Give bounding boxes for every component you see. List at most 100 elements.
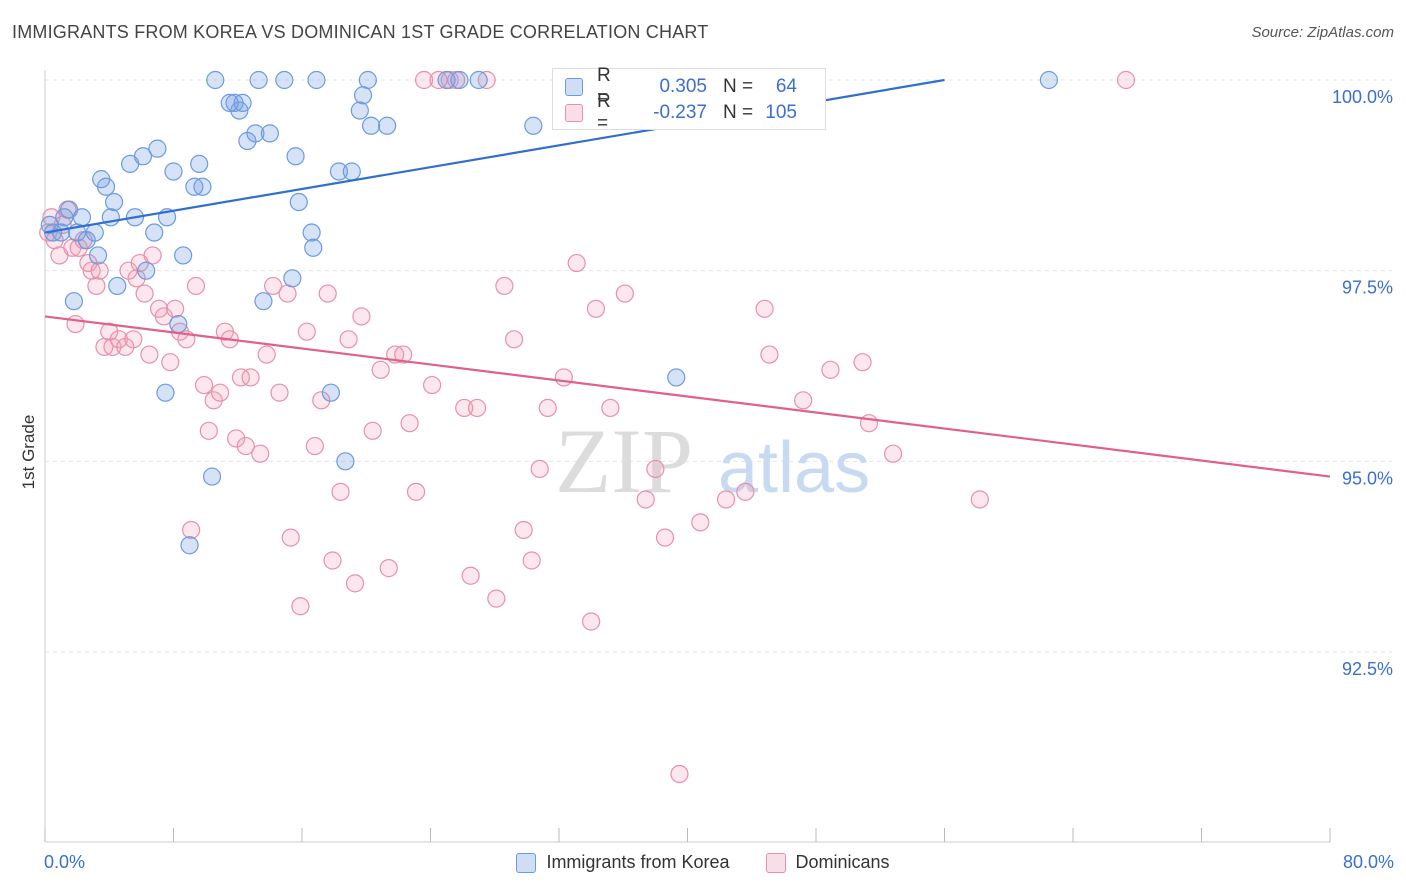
- dominican-point: [281, 528, 300, 547]
- dominican-point: [1116, 70, 1136, 90]
- watermark: ZIP atlas: [555, 410, 870, 512]
- korea-point: [254, 292, 273, 311]
- dominican-point: [182, 520, 201, 540]
- dominican-n-label: N =: [723, 102, 754, 123]
- dominican-point: [646, 459, 665, 479]
- korea-point: [51, 223, 71, 242]
- korea-point: [275, 70, 294, 90]
- korea-n-value: 64: [775, 76, 797, 97]
- y-axis-label: 1st Grade: [19, 415, 38, 490]
- korea-point: [1039, 70, 1059, 90]
- legend-item-dominicans[interactable]: Dominicans: [765, 852, 890, 873]
- dominican-point: [291, 597, 310, 616]
- korea-point: [289, 192, 308, 212]
- korea-point: [88, 246, 108, 265]
- dominican-point: [241, 368, 260, 387]
- dominican-n-value: 105: [765, 102, 797, 123]
- dominican-point: [186, 276, 206, 296]
- dominican-point: [263, 276, 283, 296]
- bottom-legend: Immigrants from Korea Dominicans: [0, 852, 1406, 873]
- dominican-point: [495, 276, 514, 296]
- korea-point: [307, 70, 326, 90]
- dominican-point: [586, 299, 606, 318]
- dominican-r-label: R =: [597, 91, 611, 134]
- korea-n-label: N =: [723, 76, 754, 97]
- dominican-point: [406, 482, 426, 501]
- dominican-point: [166, 299, 185, 318]
- dominican-point: [363, 421, 382, 440]
- korea-point: [85, 223, 104, 242]
- dominican-point: [821, 360, 840, 379]
- dominican-point: [461, 566, 480, 585]
- korea-point: [148, 139, 167, 158]
- dominican-point: [278, 284, 297, 303]
- dominican-point: [352, 307, 371, 326]
- dominican-point: [567, 253, 586, 273]
- dominican-point: [487, 589, 506, 608]
- dominican-point: [530, 459, 549, 479]
- dominican-point: [538, 398, 557, 418]
- dominican-point: [414, 70, 434, 90]
- korea-point: [437, 70, 456, 90]
- dominican-point: [236, 436, 255, 456]
- legend-dominicans-swatch-icon: [765, 852, 786, 873]
- korea-point: [193, 177, 212, 196]
- dominican-point: [210, 383, 230, 402]
- chart-title: IMMIGRANTS FROM KOREA VS DOMINICAN 1ST G…: [12, 22, 709, 42]
- korea-point: [202, 467, 222, 486]
- dominican-point: [161, 353, 180, 372]
- dominican-point: [199, 421, 218, 440]
- dominican-point: [318, 284, 337, 303]
- stats-legend-box: R = 0.305 N = 64 R = -0.237 N = 105: [552, 65, 826, 134]
- korea-point: [249, 70, 268, 90]
- axis-layer: 92.5% 95.0% 97.5% 100.0%: [44, 70, 1393, 843]
- dominican-point: [883, 444, 903, 463]
- y-tick-label: 92.5%: [1342, 659, 1393, 679]
- korea-point: [283, 269, 302, 288]
- korea-point: [321, 383, 341, 402]
- dominican-point: [467, 398, 487, 418]
- korea-point: [206, 70, 225, 90]
- source-label: Source: ZipAtlas.com: [1251, 24, 1394, 41]
- dominican-swatch-icon: [565, 104, 583, 122]
- korea-point: [164, 162, 183, 181]
- dominican-point: [312, 391, 331, 410]
- dominican-point: [400, 414, 419, 433]
- y-tick-label: 97.5%: [1342, 278, 1393, 298]
- dominican-point: [601, 398, 620, 418]
- korea-point: [667, 368, 686, 387]
- dominican-point: [339, 330, 358, 349]
- korea-point: [246, 124, 265, 143]
- dominican-point: [345, 574, 365, 593]
- korea-point: [336, 452, 355, 471]
- x-axis-max-label: 80.0%: [1342, 852, 1394, 872]
- korea-r-label: R =: [597, 65, 611, 108]
- dominican-point: [394, 345, 413, 364]
- legend-item-korea[interactable]: Immigrants from Korea: [516, 852, 730, 873]
- dominican-point: [251, 444, 270, 463]
- dominican-point: [522, 551, 541, 570]
- korea-swatch-icon: [565, 78, 583, 96]
- korea-point: [361, 116, 381, 135]
- korea-point: [302, 223, 321, 242]
- x-axis-min-label: 0.0%: [44, 852, 86, 872]
- dominican-point: [423, 375, 442, 395]
- dominican-point: [514, 520, 533, 540]
- korea-point: [174, 246, 193, 265]
- korea-point: [72, 208, 92, 227]
- dominican-point: [794, 391, 813, 410]
- dominican-point: [455, 398, 474, 418]
- dominican-point: [135, 284, 154, 303]
- legend-dominicans-label: Dominicans: [795, 852, 890, 872]
- korea-point: [96, 177, 116, 196]
- dominican-point: [760, 345, 779, 364]
- dominican-point: [100, 322, 119, 341]
- dominican-point: [231, 368, 251, 387]
- stats-row-korea: R = 0.305 N = 64: [565, 65, 797, 108]
- dominican-point: [194, 375, 214, 395]
- dominican-r-value: -0.237: [653, 102, 707, 123]
- grid-layer: [45, 79, 1392, 653]
- dominican-point: [297, 322, 316, 341]
- dominicans-points: [39, 70, 1136, 784]
- dominican-point: [90, 261, 109, 280]
